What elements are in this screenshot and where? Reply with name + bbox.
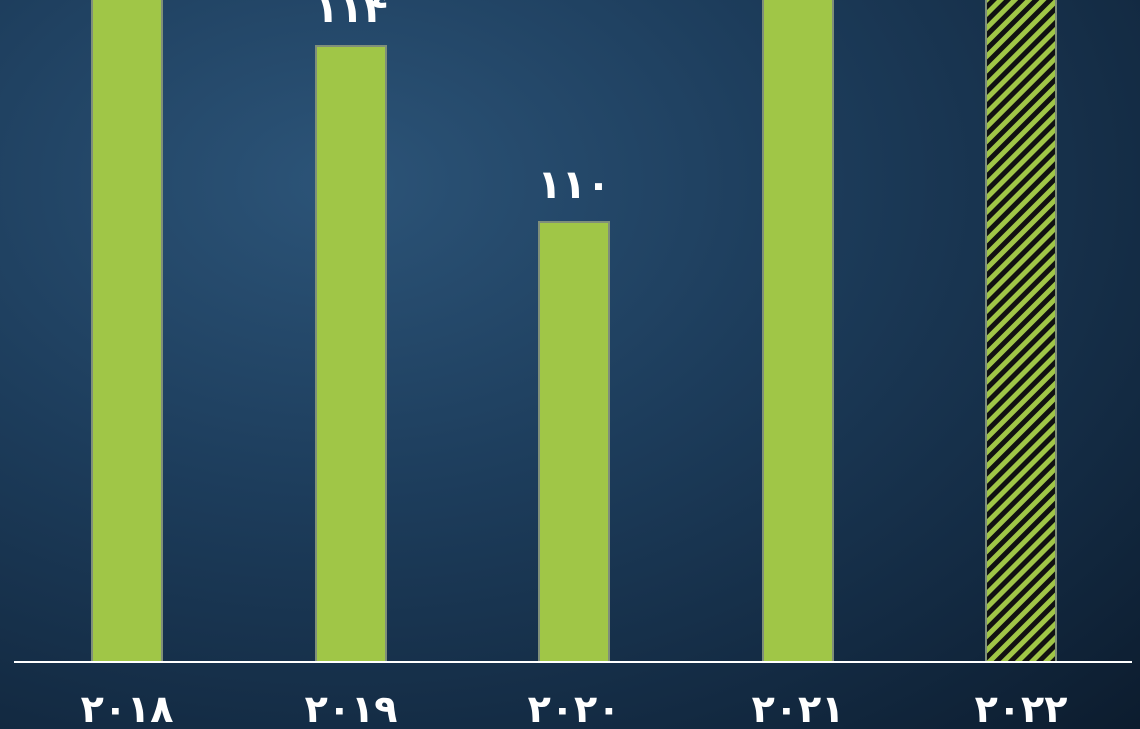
x-tick-label-4: ۲۰۲۲ [975, 687, 1068, 729]
bar-4 [985, 0, 1057, 663]
x-tick-label-2: ۲۰۲۰ [528, 687, 621, 729]
x-tick-label-3: ۲۰۲۱ [752, 687, 845, 729]
bars [91, 0, 1057, 663]
bar-3 [762, 0, 834, 663]
bar-1 [315, 45, 387, 663]
x-tick-label-1: ۲۰۱۹ [305, 687, 398, 729]
value-label-1: ۱۱۴ [314, 0, 387, 32]
value-label-2: ۱۱۰ [537, 162, 610, 208]
bar-0 [91, 0, 163, 663]
labels: ۱۱۹۲۰۱۸۱۱۴۲۰۱۹۱۱۰۲۰۲۰۱۲۱۲۰۲۱۱۱۹۲۰۲۲ [81, 0, 1068, 729]
x-tick-label-0: ۲۰۱۸ [81, 687, 174, 729]
bar-2 [538, 221, 610, 663]
